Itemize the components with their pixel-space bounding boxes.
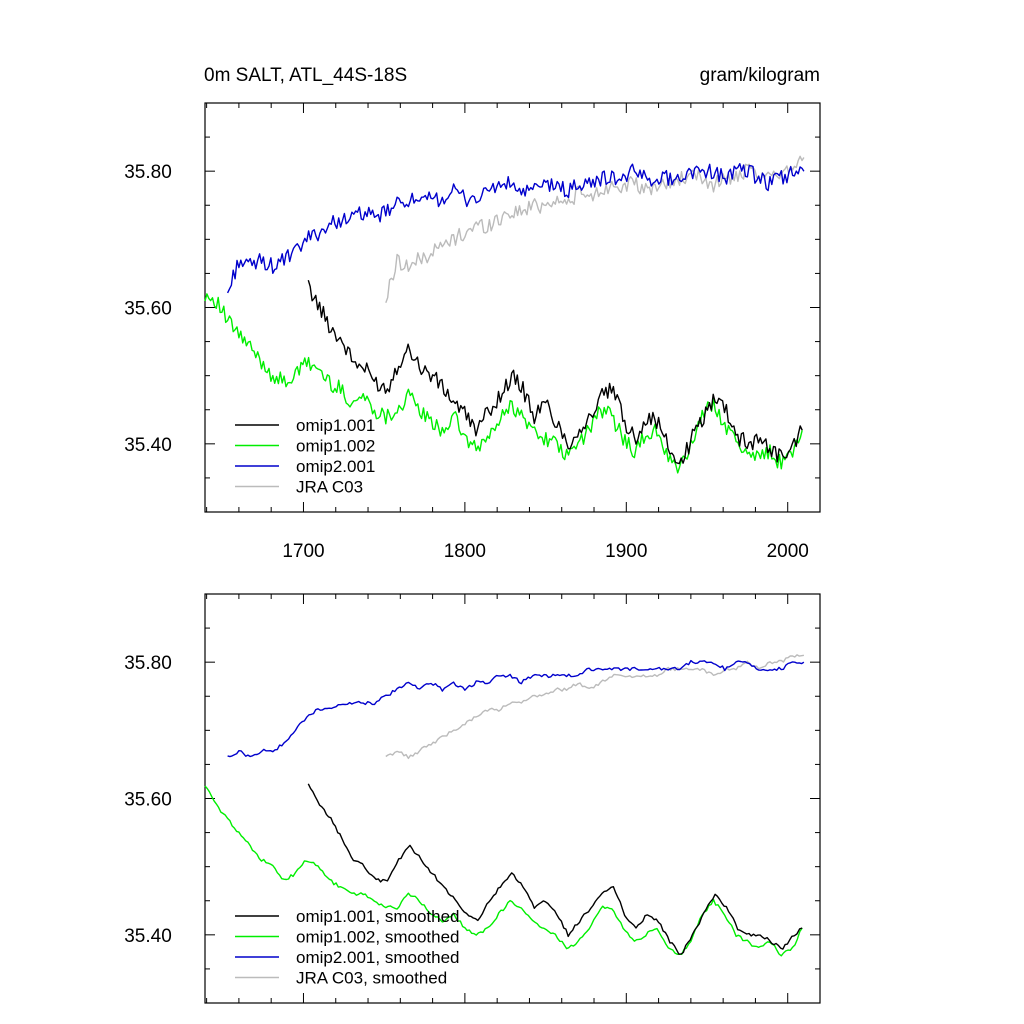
x-tick-label: 1900 bbox=[605, 541, 647, 562]
legend-label: omip1.002 bbox=[296, 437, 375, 456]
legend-label: omip1.001, smoothed bbox=[296, 907, 460, 926]
top-panel: 1700 1800 1900 2000 35.40 35.60 35.80 omip1.001… bbox=[124, 102, 821, 562]
series-line bbox=[385, 155, 805, 303]
legend-label: JRA C03, smoothed bbox=[296, 969, 447, 988]
legend-label: omip2.001, smoothed bbox=[296, 948, 460, 967]
series-line bbox=[307, 279, 803, 465]
series-line bbox=[385, 654, 805, 760]
legend-label: omip2.001 bbox=[296, 457, 375, 476]
x-tick-label: 1700 bbox=[282, 541, 324, 562]
chart-title: 0m SALT, ATL_44S-18S bbox=[204, 65, 407, 86]
x-tick-label: 2000 bbox=[767, 541, 809, 562]
series-line bbox=[204, 785, 803, 957]
y-tick-label: 35.40 bbox=[124, 435, 172, 456]
legend-label: omip1.001 bbox=[296, 416, 375, 435]
y-tick-label: 35.40 bbox=[124, 926, 172, 947]
y-tick-label: 35.60 bbox=[124, 299, 172, 320]
series-line bbox=[204, 293, 803, 474]
units-label: gram/kilogram bbox=[700, 65, 820, 86]
series-line bbox=[226, 163, 805, 294]
legend-label: JRA C03 bbox=[296, 478, 363, 497]
series-line bbox=[307, 783, 803, 955]
y-tick-label: 35.80 bbox=[124, 653, 172, 674]
series-line bbox=[227, 659, 805, 758]
y-tick-label: 35.60 bbox=[124, 790, 172, 811]
bottom-panel: 35.40 35.60 35.80 omip1.001, smoothed omip1.… bbox=[124, 593, 821, 1004]
y-tick-label: 35.80 bbox=[124, 162, 172, 183]
x-tick-label: 1800 bbox=[444, 541, 486, 562]
legend-label: omip1.002, smoothed bbox=[296, 928, 460, 947]
